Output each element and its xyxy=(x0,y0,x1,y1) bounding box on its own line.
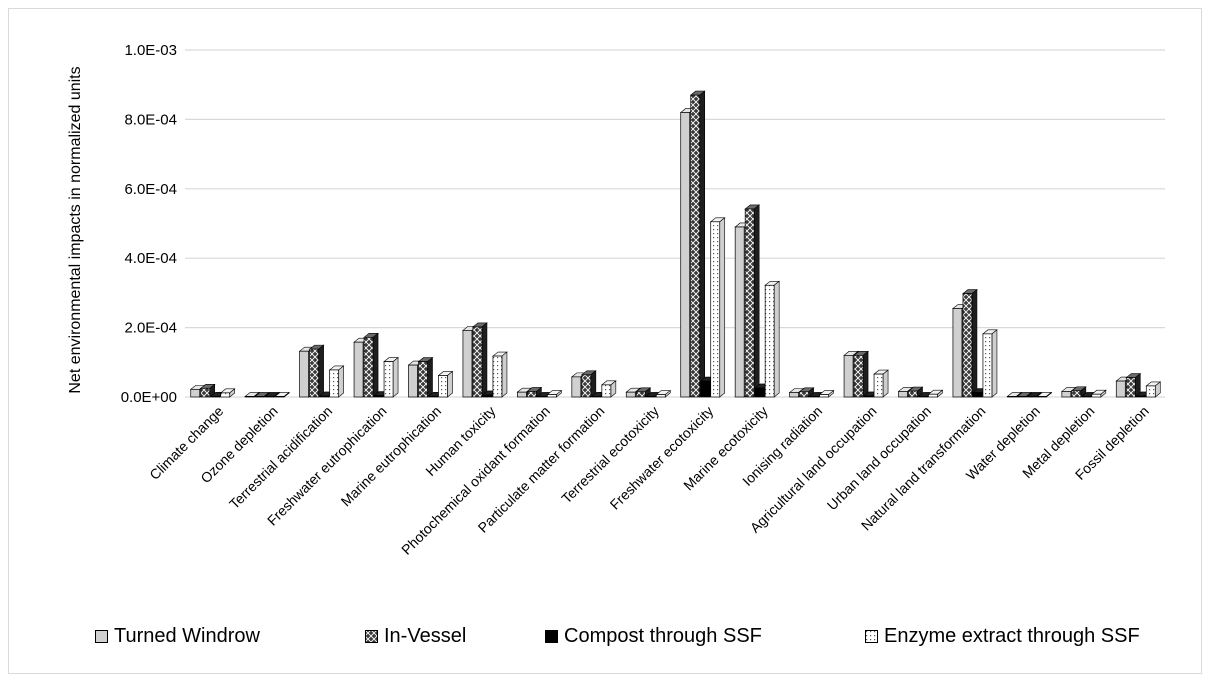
legend-item-in-vessel: In-Vessel xyxy=(365,625,466,648)
bar-in-vessel xyxy=(853,350,869,398)
bar-in-vessel xyxy=(798,387,815,398)
bar-enzyme-ssf xyxy=(437,370,454,398)
x-tick-label: Freshwater ecotoxicity xyxy=(607,403,717,513)
y-axis-label: Net environmental impacts in normalized … xyxy=(67,66,84,393)
bar-in-vessel xyxy=(580,370,597,398)
legend-item-compost-ssf: Compost through SSF xyxy=(545,625,762,648)
bar-in-vessel xyxy=(526,386,543,398)
bar-enzyme-ssf xyxy=(546,389,563,398)
bar-enzyme-ssf xyxy=(219,388,236,398)
bar-enzyme-ssf xyxy=(328,365,345,398)
legend-item-enzyme-ssf: Enzyme extract through SSF xyxy=(865,625,1140,648)
bars xyxy=(189,90,1162,398)
bar-in-vessel xyxy=(689,90,706,398)
bar-enzyme-ssf xyxy=(709,217,726,398)
bar-enzyme-ssf xyxy=(982,329,998,398)
bar-enzyme-ssf xyxy=(274,391,291,398)
legend-swatch-in-vessel xyxy=(365,630,378,643)
chart-frame xyxy=(8,8,1202,674)
gridlines xyxy=(185,49,1165,398)
bar-enzyme-ssf xyxy=(764,280,781,398)
y-axis-ticks: 0.0E+00 2.0E-04 4.0E-04 6.0E-04 8.0E-04 1.0E-… xyxy=(121,42,177,406)
y-tick-label: 0.0E+00 xyxy=(121,389,177,406)
bar-enzyme-ssf xyxy=(655,389,672,398)
bar-in-vessel xyxy=(417,356,434,398)
bar-enzyme-ssf xyxy=(383,356,399,398)
bar-in-vessel xyxy=(472,322,488,398)
bar-in-vessel xyxy=(962,288,978,398)
legend-swatch-turned-windrow xyxy=(95,630,108,643)
bar-enzyme-ssf xyxy=(1090,389,1107,398)
legend-swatch-enzyme-ssf xyxy=(865,630,878,643)
bar-in-vessel xyxy=(1125,372,1142,398)
x-tick-label: Terrestrial ecotoxicity xyxy=(558,403,662,507)
bar-enzyme-ssf xyxy=(1145,381,1162,398)
legend-label-turned-windrow: Turned Windrow xyxy=(114,625,260,647)
bar-in-vessel xyxy=(363,332,379,398)
legend-swatch-compost-ssf xyxy=(545,630,558,643)
y-tick-label: 6.0E-04 xyxy=(124,181,177,198)
bar-in-vessel xyxy=(744,204,761,398)
bar-enzyme-ssf xyxy=(927,389,944,398)
x-tick-label: Urban land occupation xyxy=(824,403,934,513)
bar-compost-ssf xyxy=(1080,391,1097,398)
x-tick-label: Marine eutrophication xyxy=(338,403,445,510)
bar-enzyme-ssf xyxy=(1036,391,1053,398)
y-tick-label: 8.0E-04 xyxy=(124,111,177,128)
bar-enzyme-ssf xyxy=(873,369,889,398)
x-tick-label: Terrestrial acidification xyxy=(226,403,335,512)
legend-label-compost-ssf: Compost through SSF xyxy=(564,625,762,647)
bar-enzyme-ssf xyxy=(818,389,835,398)
legend-item-turned-windrow: Turned Windrow xyxy=(95,625,260,648)
bar-in-vessel xyxy=(308,344,325,398)
y-tick-label: 2.0E-04 xyxy=(124,320,177,337)
legend-label-enzyme-ssf: Enzyme extract through SSF xyxy=(884,625,1140,647)
legend-label-in-vessel: In-Vessel xyxy=(384,625,467,647)
y-tick-label: 1.0E-03 xyxy=(124,42,177,59)
legend: Turned Windrow In-Vessel Compost through… xyxy=(95,625,1195,655)
y-tick-label: 4.0E-04 xyxy=(124,250,177,267)
bar-enzyme-ssf xyxy=(600,380,617,398)
bar-enzyme-ssf xyxy=(492,351,508,398)
